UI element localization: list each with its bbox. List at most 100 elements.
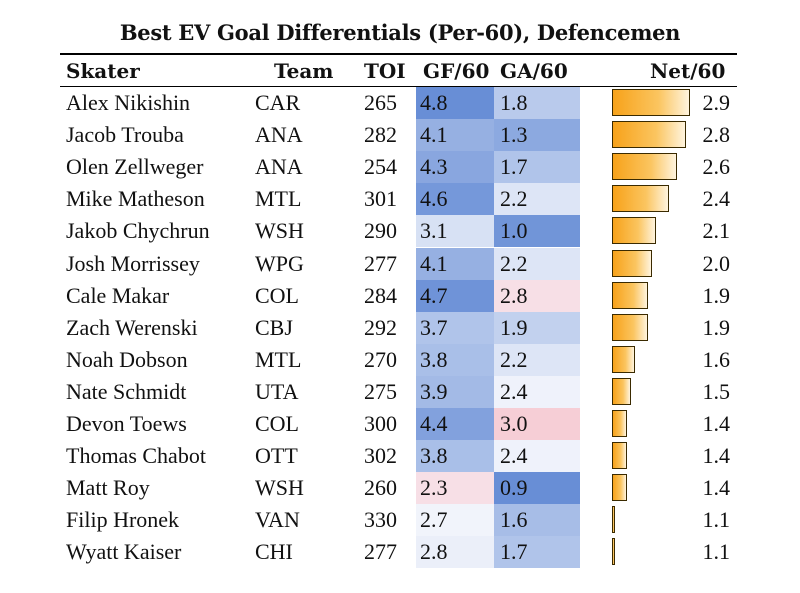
skater-cell: Nate Schmidt — [66, 378, 187, 404]
net60-cell: 1.5 — [702, 378, 731, 404]
net60-cell: 1.4 — [702, 411, 731, 436]
table-row: Wyatt Kaiser CHI 277 2.8 1.7 1.1 — [0, 536, 800, 569]
team-cell: CBJ — [255, 314, 293, 340]
table-row: Nate Schmidt UTA 275 3.9 2.4 1.5 — [0, 375, 800, 408]
ga60-cell: 1.8 — [494, 87, 580, 119]
toi-cell: 290 — [364, 218, 397, 244]
ga60-cell: 3.0 — [494, 408, 580, 440]
net60-bar — [612, 249, 653, 277]
table-row: Thomas Chabot OTT 302 3.8 2.4 1.4 — [0, 440, 800, 473]
team-cell: COL — [255, 411, 299, 436]
ga60-cell: 1.7 — [494, 536, 580, 569]
ga60-cell: 1.9 — [494, 311, 580, 344]
gf60-cell: 3.7 — [416, 311, 494, 344]
net60-cell: 1.4 — [702, 475, 731, 501]
toi-cell: 301 — [364, 186, 397, 212]
toi-cell: 284 — [364, 282, 397, 308]
net60-bar — [612, 89, 690, 116]
team-cell: UTA — [255, 378, 299, 404]
net60-bar — [612, 345, 636, 373]
toi-cell: 277 — [364, 539, 397, 565]
table-row: Olen Zellweger ANA 254 4.3 1.7 2.6 — [0, 151, 800, 184]
toi-cell: 300 — [364, 411, 397, 436]
table-row: Jacob Trouba ANA 282 4.1 1.3 2.8 — [0, 119, 800, 152]
net60-bar — [612, 185, 669, 213]
gf60-cell: 4.8 — [416, 87, 494, 119]
gf60-cell: 2.3 — [416, 472, 494, 505]
toi-cell: 270 — [364, 346, 397, 372]
net60-bar — [612, 506, 615, 534]
net60-cell: 1.1 — [702, 507, 731, 533]
toi-cell: 260 — [364, 475, 397, 501]
ga60-cell: 1.7 — [494, 151, 580, 184]
toi-cell: 292 — [364, 314, 397, 340]
header-skater: Skater — [66, 59, 140, 83]
skater-cell: Zach Werenski — [66, 314, 198, 340]
team-cell: COL — [255, 282, 299, 308]
team-cell: ANA — [255, 122, 303, 148]
ga60-cell: 0.9 — [494, 472, 580, 505]
header-net60: Net/60 — [650, 59, 726, 83]
ga60-cell: 1.0 — [494, 215, 580, 248]
skater-cell: Wyatt Kaiser — [66, 539, 182, 565]
net60-bar — [612, 377, 631, 405]
gf60-cell: 3.8 — [416, 343, 494, 376]
toi-cell: 282 — [364, 122, 397, 148]
team-cell: OTT — [255, 443, 298, 469]
net60-cell: 1.6 — [702, 346, 731, 372]
gf60-cell: 4.6 — [416, 183, 494, 216]
skater-cell: Jakob Chychrun — [66, 218, 210, 244]
table-row: Filip Hronek VAN 330 2.7 1.6 1.1 — [0, 504, 800, 537]
skater-cell: Devon Toews — [66, 411, 187, 436]
gf60-cell: 2.8 — [416, 536, 494, 569]
team-cell: MTL — [255, 186, 302, 212]
team-cell: WPG — [255, 250, 304, 276]
gf60-cell: 3.9 — [416, 375, 494, 408]
skater-cell: Alex Nikishin — [66, 90, 191, 115]
team-cell: MTL — [255, 346, 302, 372]
ga60-cell: 1.6 — [494, 504, 580, 537]
net60-bar — [612, 313, 648, 341]
table-row: Alex Nikishin CAR 265 4.8 1.8 2.9 — [0, 87, 800, 119]
skater-cell: Noah Dobson — [66, 346, 188, 372]
net60-cell: 2.4 — [702, 186, 731, 212]
table-row: Noah Dobson MTL 270 3.8 2.2 1.6 — [0, 343, 800, 376]
header-team: Team — [274, 59, 334, 83]
toi-cell: 302 — [364, 443, 397, 469]
gf60-cell: 4.1 — [416, 247, 494, 280]
table-row: Josh Morrissey WPG 277 4.1 2.2 2.0 — [0, 247, 800, 280]
team-cell: WSH — [255, 218, 304, 244]
header-toi: TOI — [364, 59, 406, 83]
ga60-cell: 2.2 — [494, 247, 580, 280]
header-ga60: GA/60 — [500, 59, 568, 83]
gf60-cell: 4.3 — [416, 151, 494, 184]
skater-cell: Mike Matheson — [66, 186, 205, 212]
skater-cell: Olen Zellweger — [66, 154, 204, 180]
net60-cell: 1.4 — [702, 443, 731, 469]
net60-bar — [612, 538, 615, 566]
table-row: Jakob Chychrun WSH 290 3.1 1.0 2.1 — [0, 215, 800, 248]
gf60-cell: 4.4 — [416, 408, 494, 440]
skater-cell: Matt Roy — [66, 475, 150, 501]
skater-cell: Thomas Chabot — [66, 443, 206, 469]
header-rule — [60, 86, 737, 87]
toi-cell: 277 — [364, 250, 397, 276]
gf60-cell: 3.1 — [416, 215, 494, 248]
net60-bar — [612, 153, 678, 181]
header-gf60: GF/60 — [423, 59, 490, 83]
skater-cell: Josh Morrissey — [66, 250, 200, 276]
table-row: Mike Matheson MTL 301 4.6 2.2 2.4 — [0, 183, 800, 216]
net60-cell: 1.9 — [702, 282, 731, 308]
net60-cell: 1.9 — [702, 314, 731, 340]
table-row: Zach Werenski CBJ 292 3.7 1.9 1.9 — [0, 311, 800, 344]
net60-cell: 2.6 — [702, 154, 731, 180]
toi-cell: 254 — [364, 154, 397, 180]
ga60-cell: 2.2 — [494, 343, 580, 376]
team-cell: ANA — [255, 154, 303, 180]
skater-cell: Cale Makar — [66, 282, 170, 308]
net60-cell: 1.1 — [702, 539, 731, 565]
ga60-cell: 2.4 — [494, 440, 580, 473]
net60-bar — [612, 442, 627, 470]
net60-bar — [612, 410, 627, 437]
toi-cell: 265 — [364, 90, 397, 115]
